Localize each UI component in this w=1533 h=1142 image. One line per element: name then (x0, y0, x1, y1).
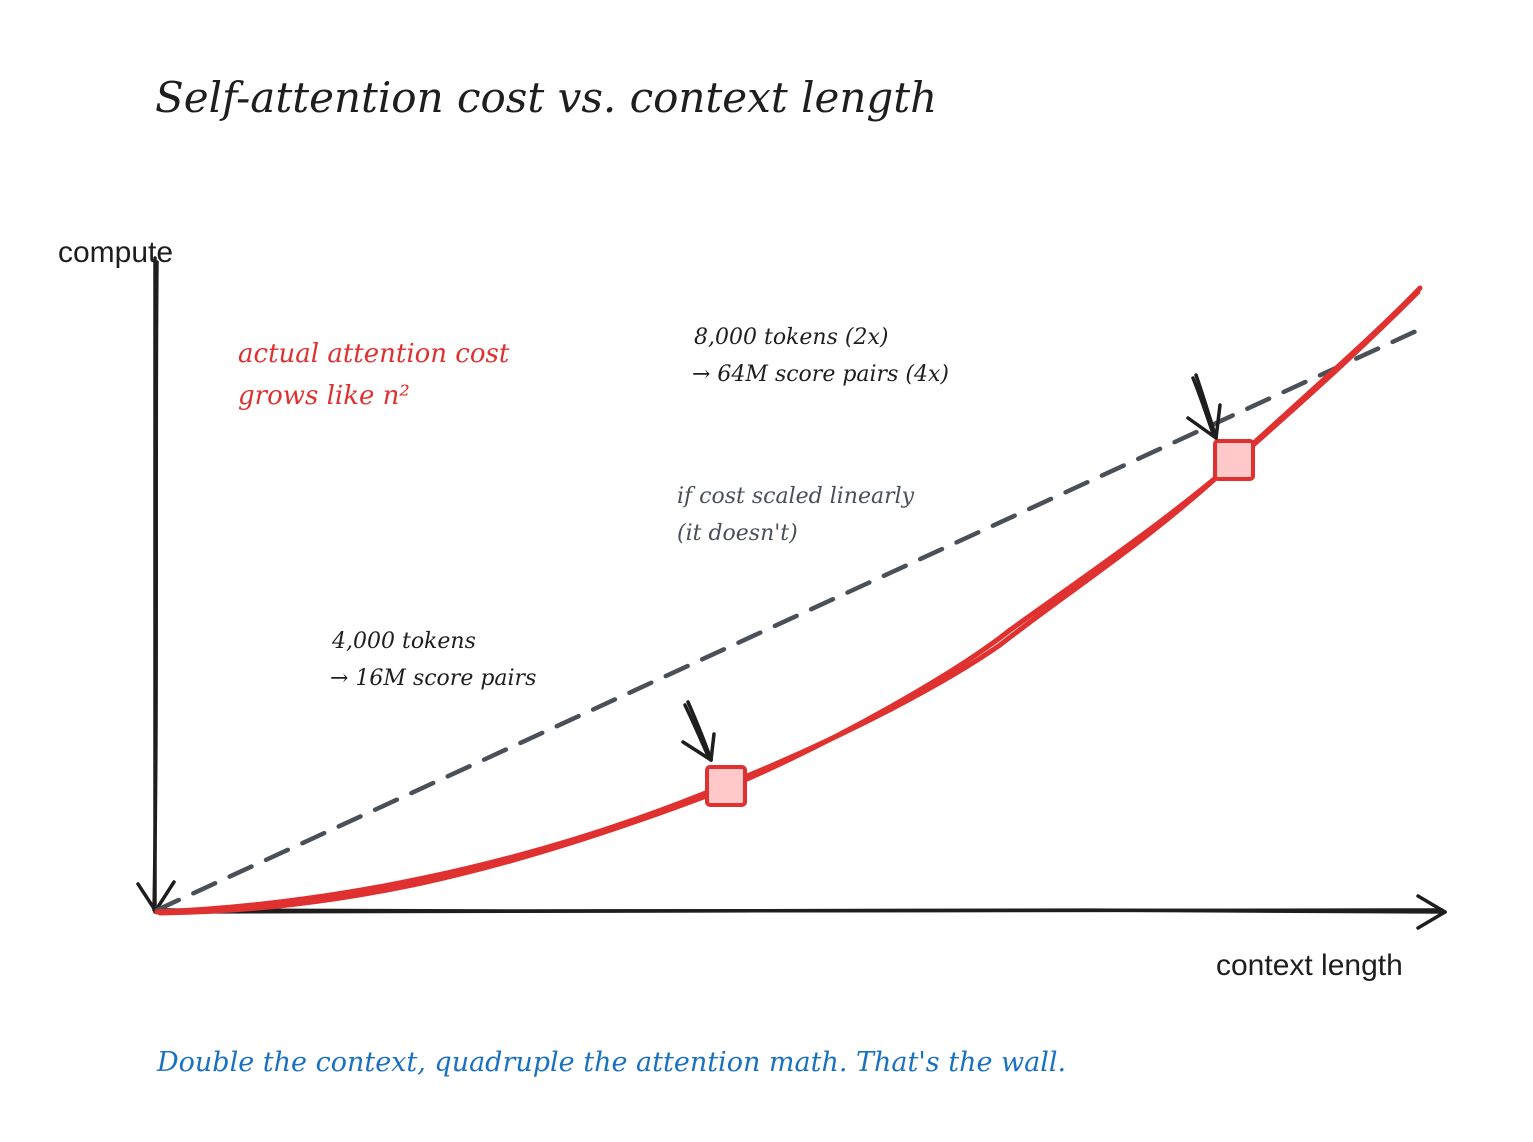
linear-annotation-line1: if cost scaled linearly (677, 484, 915, 509)
diagram-title: Self-attention cost vs. context length (155, 73, 937, 122)
linear-reference-line (154, 324, 1428, 913)
marker-8000-tokens (1213, 439, 1255, 481)
x-axis (153, 907, 1447, 914)
pointer-arrow-4000 (681, 700, 716, 762)
footer-caption: Double the context, quadruple the attent… (156, 1047, 1066, 1078)
quadratic-annotation-line2: grows like n² (238, 381, 410, 411)
marker-4000-tokens (705, 765, 747, 807)
linear-annotation-line2: (it doesn't) (677, 521, 798, 546)
x-axis-label: context length (1216, 949, 1403, 982)
y-axis (152, 256, 159, 912)
quadratic-annotation-line1: actual attention cost (238, 339, 510, 369)
pointer-arrow-8000 (1186, 373, 1222, 440)
point-4000-label-line2: → 16M score pairs (330, 666, 536, 691)
point-8000-label-line2: → 64M score pairs (4x) (692, 362, 949, 387)
y-axis-label: compute (58, 236, 173, 269)
quadratic-cost-curve (154, 285, 1423, 916)
point-8000-label-line1: 8,000 tokens (2x) (694, 325, 888, 350)
point-4000-label-line1: 4,000 tokens (331, 629, 476, 654)
x-axis-arrowhead (1416, 894, 1447, 930)
y-axis-arrowhead (136, 880, 176, 912)
